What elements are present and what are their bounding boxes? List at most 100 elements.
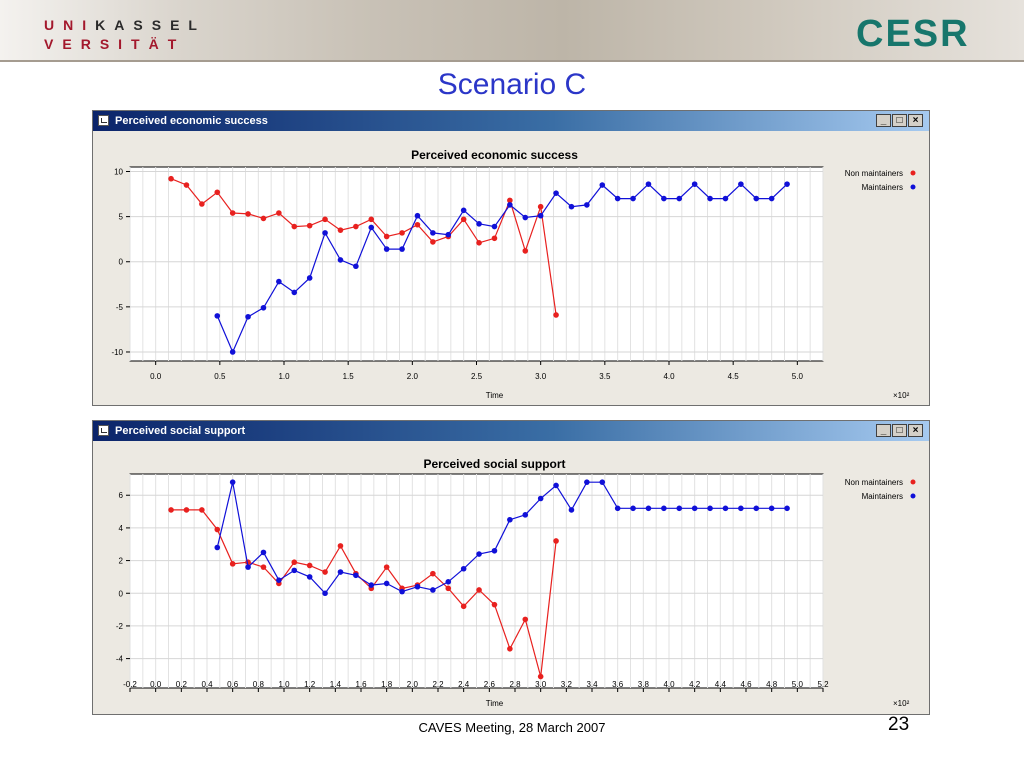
data-point	[245, 211, 251, 217]
data-point	[306, 275, 313, 281]
data-point	[430, 570, 436, 577]
data-point	[383, 233, 390, 240]
data-point	[383, 580, 390, 587]
chart-window-social: Perceived social support _ □ × -0.2 0.0 0.…	[92, 420, 930, 715]
data-point	[430, 239, 436, 245]
data-point	[476, 239, 482, 246]
data-point	[522, 512, 529, 518]
x-tick-label: 1.6	[355, 680, 367, 689]
data-point	[568, 507, 575, 513]
legend-label: Non maintainers	[845, 169, 903, 178]
data-point	[168, 507, 174, 513]
data-point	[491, 601, 498, 608]
minimize-button[interactable]: _	[876, 114, 891, 127]
series-line	[216, 183, 788, 354]
x-tick-label: 5.0	[792, 372, 804, 381]
data-point	[414, 583, 421, 590]
data-point	[214, 313, 221, 319]
data-point	[276, 278, 282, 285]
data-point	[245, 313, 251, 320]
uni-logo-line-2: VERSITÄT	[44, 36, 186, 52]
data-point	[491, 547, 498, 554]
data-point	[537, 212, 544, 219]
data-point	[476, 551, 482, 557]
data-point	[507, 202, 513, 208]
data-point	[645, 181, 652, 187]
data-point	[553, 312, 559, 318]
data-point	[630, 195, 636, 202]
data-point	[229, 349, 236, 355]
data-point	[276, 577, 282, 583]
data-point	[260, 549, 267, 556]
x-tick-label: 1.4	[330, 680, 342, 689]
data-point	[522, 616, 529, 623]
data-point	[768, 505, 775, 512]
data-point	[229, 479, 236, 485]
x-tick-label: 0.4	[201, 680, 213, 689]
legend-marker	[910, 184, 916, 190]
data-point	[784, 181, 790, 187]
data-point	[199, 507, 205, 513]
data-point	[614, 505, 621, 512]
data-point	[445, 579, 452, 585]
data-point	[229, 561, 236, 567]
data-point	[584, 479, 590, 485]
data-point	[537, 673, 544, 680]
minimize-button[interactable]: _	[876, 424, 891, 437]
data-point	[353, 263, 359, 270]
data-point	[722, 505, 729, 512]
x-tick-label: 2.8	[509, 680, 521, 689]
chart-social: -0.2 0.0 0.2 0.4 0.6 0.8 1.0 1.2 1.4 1.6 1.8 2.0 2.2…	[116, 457, 916, 708]
x-tick-label: 0.0	[150, 680, 162, 689]
data-point	[707, 195, 713, 202]
data-point	[507, 197, 513, 204]
data-point	[722, 195, 729, 202]
legend-label: Non maintainers	[845, 478, 903, 487]
maximize-button[interactable]: □	[892, 114, 907, 127]
uni-kassel-logo: UNIKASSEL VERSITÄT	[44, 16, 206, 54]
data-point	[322, 230, 328, 236]
y-tick-label: 4	[119, 524, 124, 533]
series-maintainers	[214, 479, 790, 597]
data-point	[691, 505, 698, 512]
data-point	[306, 222, 313, 229]
close-button[interactable]: ×	[908, 114, 923, 127]
data-point	[445, 585, 452, 592]
chart-economic: 0.0 0.5 1.0 1.5 2.0 2.5 3.0 3.5 4.0 4.5 5.0 10 5 0 -5 -…	[111, 148, 916, 400]
data-point	[784, 505, 790, 512]
data-point	[322, 216, 328, 223]
data-point	[399, 588, 405, 595]
data-point	[553, 538, 559, 544]
data-point	[214, 526, 221, 533]
uni-logo-line-1: UNIKASSEL	[44, 17, 206, 33]
data-point	[353, 223, 359, 230]
page-number: 23	[888, 714, 910, 735]
x-tick-label: 0.0	[150, 372, 162, 381]
grid-lines	[129, 167, 824, 361]
y-tick-label: 2	[119, 557, 124, 566]
x-tick-label: 2.2	[432, 680, 444, 689]
window-titlebar[interactable]: Perceived economic success _ □ ×	[93, 111, 929, 131]
data-point	[738, 181, 744, 187]
chart-window-economic: Perceived economic success _ □ × 0.0 0.5 1…	[92, 110, 930, 406]
data-point	[738, 505, 744, 512]
maximize-button[interactable]: □	[892, 424, 907, 437]
data-point	[368, 216, 375, 223]
data-point	[460, 207, 467, 214]
window-titlebar[interactable]: Perceived social support _ □ ×	[93, 421, 929, 441]
data-point	[337, 227, 344, 233]
data-point	[353, 572, 359, 579]
data-point	[522, 214, 529, 221]
data-point	[476, 221, 482, 227]
close-button[interactable]: ×	[908, 424, 923, 437]
data-point	[229, 210, 236, 216]
data-point	[753, 505, 760, 512]
data-point	[306, 574, 313, 580]
data-point	[260, 215, 267, 222]
x-tick-label: 4.4	[715, 680, 727, 689]
data-point	[753, 195, 760, 202]
x-tick-label: 2.4	[458, 680, 470, 689]
data-point	[599, 479, 606, 485]
data-point	[537, 495, 544, 502]
slide-title: Scenario C	[437, 68, 587, 101]
